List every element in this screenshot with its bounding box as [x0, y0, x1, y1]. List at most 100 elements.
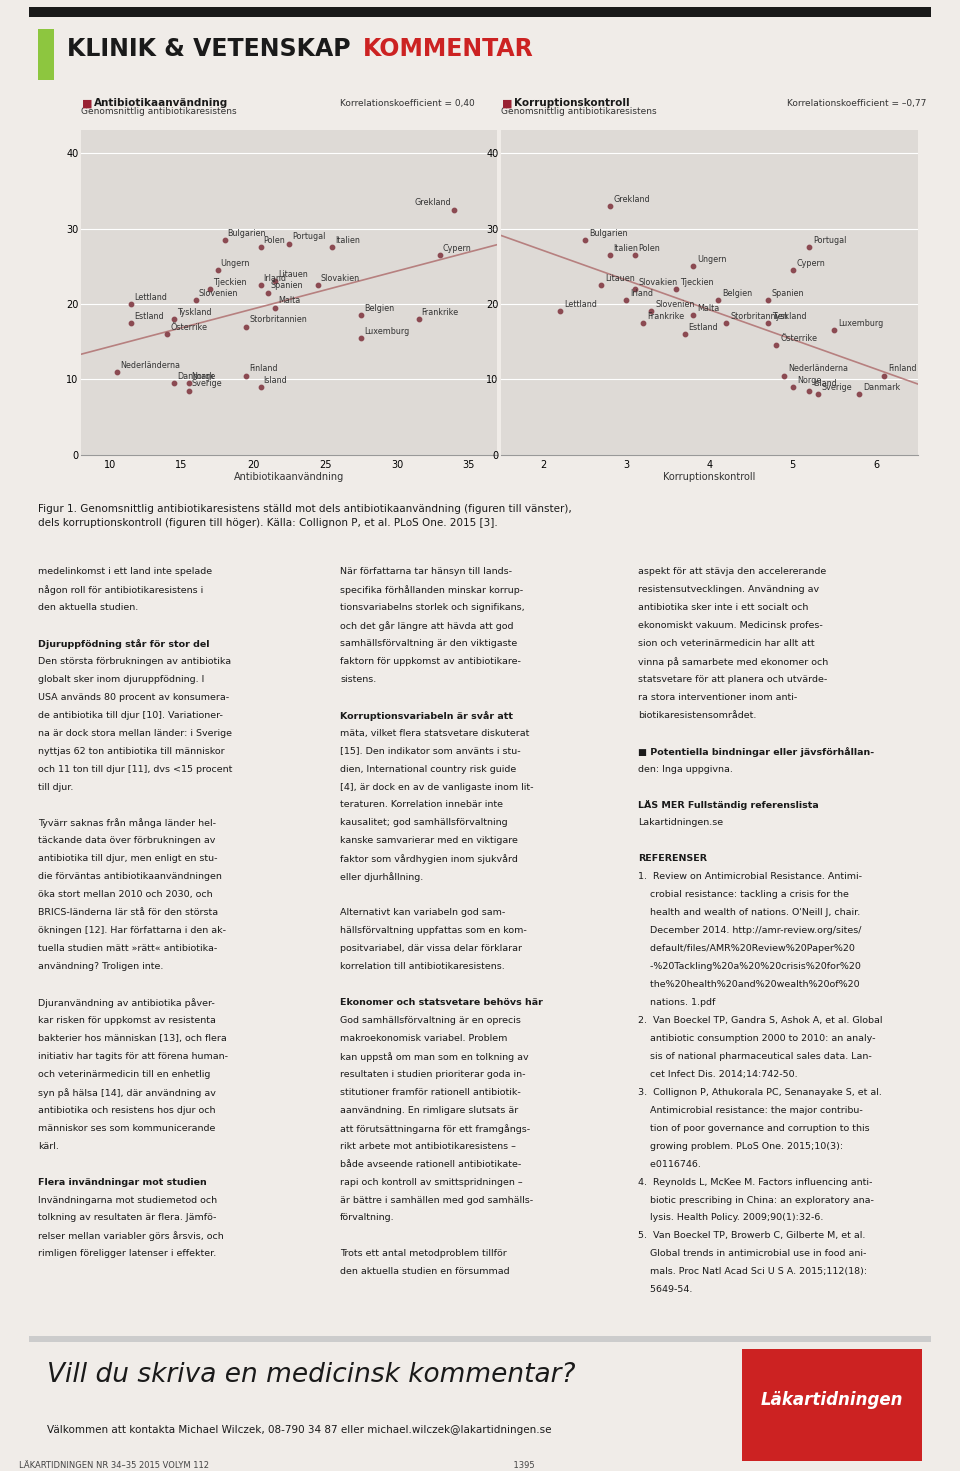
Text: Cypern: Cypern: [797, 259, 826, 268]
Text: Belgien: Belgien: [722, 288, 752, 299]
Text: är bättre i samhällen med god samhälls-: är bättre i samhällen med god samhälls-: [340, 1196, 533, 1205]
Text: Irland: Irland: [263, 274, 286, 282]
Point: [210, 259, 226, 282]
Text: 3.  Collignon P, Athukorala PC, Senanayake S, et al.: 3. Collignon P, Athukorala PC, Senanayak…: [637, 1087, 882, 1097]
Text: Korruptionskontroll: Korruptionskontroll: [514, 99, 630, 109]
Text: crobial resistance: tackling a crisis for the: crobial resistance: tackling a crisis fo…: [637, 890, 849, 899]
Text: Global trends in antimicrobial use in food ani-: Global trends in antimicrobial use in fo…: [637, 1249, 866, 1258]
Text: lysis. Health Policy. 2009;90(1):32-6.: lysis. Health Policy. 2009;90(1):32-6.: [637, 1214, 824, 1222]
Text: Invändningarna mot studiemetod och: Invändningarna mot studiemetod och: [37, 1196, 217, 1205]
Text: och det går längre att hävda att god: och det går längre att hävda att god: [340, 621, 514, 631]
Point: [432, 243, 447, 266]
Text: Danmark: Danmark: [178, 372, 215, 381]
Text: na är dock stora mellan länder: i Sverige: na är dock stora mellan länder: i Sverig…: [37, 728, 231, 737]
Point: [760, 288, 776, 312]
Text: growing problem. PLoS One. 2015;10(3):: growing problem. PLoS One. 2015;10(3):: [637, 1141, 843, 1150]
Point: [593, 274, 609, 297]
Text: Ekonomer och statsvetare behövs här: Ekonomer och statsvetare behövs här: [340, 997, 543, 1008]
Text: de antibiotika till djur [10]. Variationer-: de antibiotika till djur [10]. Variation…: [37, 710, 223, 719]
Text: förvaltning.: förvaltning.: [340, 1214, 395, 1222]
Point: [267, 296, 282, 319]
Text: Nederländerna: Nederländerna: [120, 360, 180, 369]
Text: 5649-54.: 5649-54.: [637, 1286, 692, 1294]
Text: globalt sker inom djuruppfödning. I: globalt sker inom djuruppfödning. I: [37, 675, 204, 684]
Text: Italien: Italien: [613, 244, 638, 253]
Text: Alternativt kan variabeln god sam-: Alternativt kan variabeln god sam-: [340, 908, 505, 918]
Text: statsvetare för att planera och utvärde-: statsvetare för att planera och utvärde-: [637, 675, 828, 684]
Text: Irland: Irland: [631, 288, 654, 299]
Text: God samhällsförvaltning är en oprecis: God samhällsförvaltning är en oprecis: [340, 1016, 521, 1025]
Text: Litauen: Litauen: [606, 274, 636, 282]
Point: [802, 380, 817, 403]
Text: faktor som vårdhygien inom sjukvård: faktor som vårdhygien inom sjukvård: [340, 855, 518, 865]
Point: [827, 319, 842, 343]
Text: Välkommen att kontakta Michael Wilczek, 08-790 34 87 eller michael.wilczek@lakar: Välkommen att kontakta Michael Wilczek, …: [47, 1425, 551, 1436]
Text: relser mellan variabler görs årsvis, och: relser mellan variabler görs årsvis, och: [37, 1231, 224, 1242]
Text: Italien: Italien: [335, 237, 360, 246]
Text: Ungern: Ungern: [221, 259, 250, 268]
Text: Finland: Finland: [889, 365, 917, 374]
Text: kan uppstå om man som en tolkning av: kan uppstå om man som en tolkning av: [340, 1052, 529, 1062]
Text: biotic prescribing in China: an exploratory ana-: biotic prescribing in China: an explorat…: [637, 1196, 874, 1205]
Point: [167, 371, 182, 394]
Text: När författarna tar hänsyn till lands-: När författarna tar hänsyn till lands-: [340, 566, 512, 577]
Text: Österrike: Österrike: [780, 334, 817, 343]
Text: KOMMENTAR: KOMMENTAR: [363, 37, 534, 60]
Text: Malta: Malta: [697, 304, 719, 313]
Point: [602, 243, 617, 266]
Text: rikt arbete mot antibiotikaresistens –: rikt arbete mot antibiotikaresistens –: [340, 1141, 516, 1150]
Point: [552, 300, 567, 324]
Text: och veterinärmedicin till en enhetlig: och veterinärmedicin till en enhetlig: [37, 1069, 210, 1078]
Text: den aktuella studien en försummad: den aktuella studien en försummad: [340, 1268, 510, 1277]
Text: antibiotika sker inte i ett socialt och: antibiotika sker inte i ett socialt och: [637, 603, 808, 612]
Text: tion of poor governance and corruption to this: tion of poor governance and corruption t…: [637, 1124, 870, 1133]
Text: Den största förbrukningen av antibiotika: Den största förbrukningen av antibiotika: [37, 658, 231, 666]
Text: LÄS MER Fullständig referenslista: LÄS MER Fullständig referenslista: [637, 800, 819, 811]
Point: [324, 235, 340, 259]
Point: [677, 322, 692, 346]
Point: [203, 277, 218, 300]
Text: Djuruppfödning står för stor del: Djuruppfödning står för stor del: [37, 638, 209, 649]
Point: [353, 303, 369, 327]
Text: Korruptionsvariabeln är svår att: Korruptionsvariabeln är svår att: [340, 710, 514, 721]
Point: [618, 288, 634, 312]
Text: initiativ har tagits för att förena human-: initiativ har tagits för att förena huma…: [37, 1052, 228, 1061]
X-axis label: Antibiotikaanvändning: Antibiotikaanvändning: [234, 472, 345, 482]
Text: nations. 1.pdf: nations. 1.pdf: [637, 997, 715, 1008]
Text: specifika förhållanden minskar korrup-: specifika förhållanden minskar korrup-: [340, 585, 523, 594]
Point: [124, 310, 139, 334]
Point: [627, 277, 642, 300]
Point: [167, 307, 182, 331]
Text: stitutioner framför rationell antibiotik-: stitutioner framför rationell antibiotik…: [340, 1087, 521, 1097]
Text: ■ Potentiella bindningar eller jävsförhållan-: ■ Potentiella bindningar eller jävsförhå…: [637, 747, 874, 756]
Text: Polen: Polen: [638, 244, 660, 253]
Text: Ungern: Ungern: [697, 254, 727, 263]
Text: Korrelationskoefficient = 0,40: Korrelationskoefficient = 0,40: [341, 99, 475, 109]
Text: Korrelationskoefficient = –0,77: Korrelationskoefficient = –0,77: [787, 99, 926, 109]
Text: korrelation till antibiotikaresistens.: korrelation till antibiotikaresistens.: [340, 962, 505, 971]
Point: [777, 363, 792, 387]
Point: [718, 310, 733, 334]
Text: aspekt för att stävja den accelererande: aspekt för att stävja den accelererande: [637, 566, 827, 577]
Text: Genomsnittlig antibiotikaresistens: Genomsnittlig antibiotikaresistens: [501, 107, 657, 116]
Text: 2.  Van Boeckel TP, Gandra S, Ashok A, et al. Global: 2. Van Boeckel TP, Gandra S, Ashok A, et…: [637, 1016, 882, 1025]
Text: LÄKARTIDNINGEN NR 34–35 2015 VOLYM 112                                          : LÄKARTIDNINGEN NR 34–35 2015 VOLYM 112: [19, 1461, 535, 1470]
Text: Tjeckien: Tjeckien: [681, 278, 714, 287]
Text: dien, International country risk guide: dien, International country risk guide: [340, 765, 516, 774]
Text: teraturen. Korrelation innebär inte: teraturen. Korrelation innebär inte: [340, 800, 503, 809]
Point: [260, 281, 276, 304]
Text: Frankrike: Frankrike: [647, 312, 684, 321]
Text: Tyskland: Tyskland: [178, 307, 212, 316]
Point: [353, 327, 369, 350]
Point: [252, 235, 268, 259]
Point: [159, 322, 175, 346]
Text: makroekonomisk variabel. Problem: makroekonomisk variabel. Problem: [340, 1034, 508, 1043]
Text: Malta: Malta: [277, 297, 300, 306]
Text: användning? Troligen inte.: användning? Troligen inte.: [37, 962, 163, 971]
Text: sion och veterinärmedicin har allt att: sion och veterinärmedicin har allt att: [637, 638, 814, 647]
Text: rimligen föreligger latenser i effekter.: rimligen föreligger latenser i effekter.: [37, 1249, 216, 1258]
Point: [685, 254, 701, 278]
Text: Antibiotikaanvändning: Antibiotikaanvändning: [94, 99, 228, 109]
Text: December 2014. http://amr-review.org/sites/: December 2014. http://amr-review.org/sit…: [637, 927, 861, 936]
Text: ■: ■: [83, 99, 92, 109]
